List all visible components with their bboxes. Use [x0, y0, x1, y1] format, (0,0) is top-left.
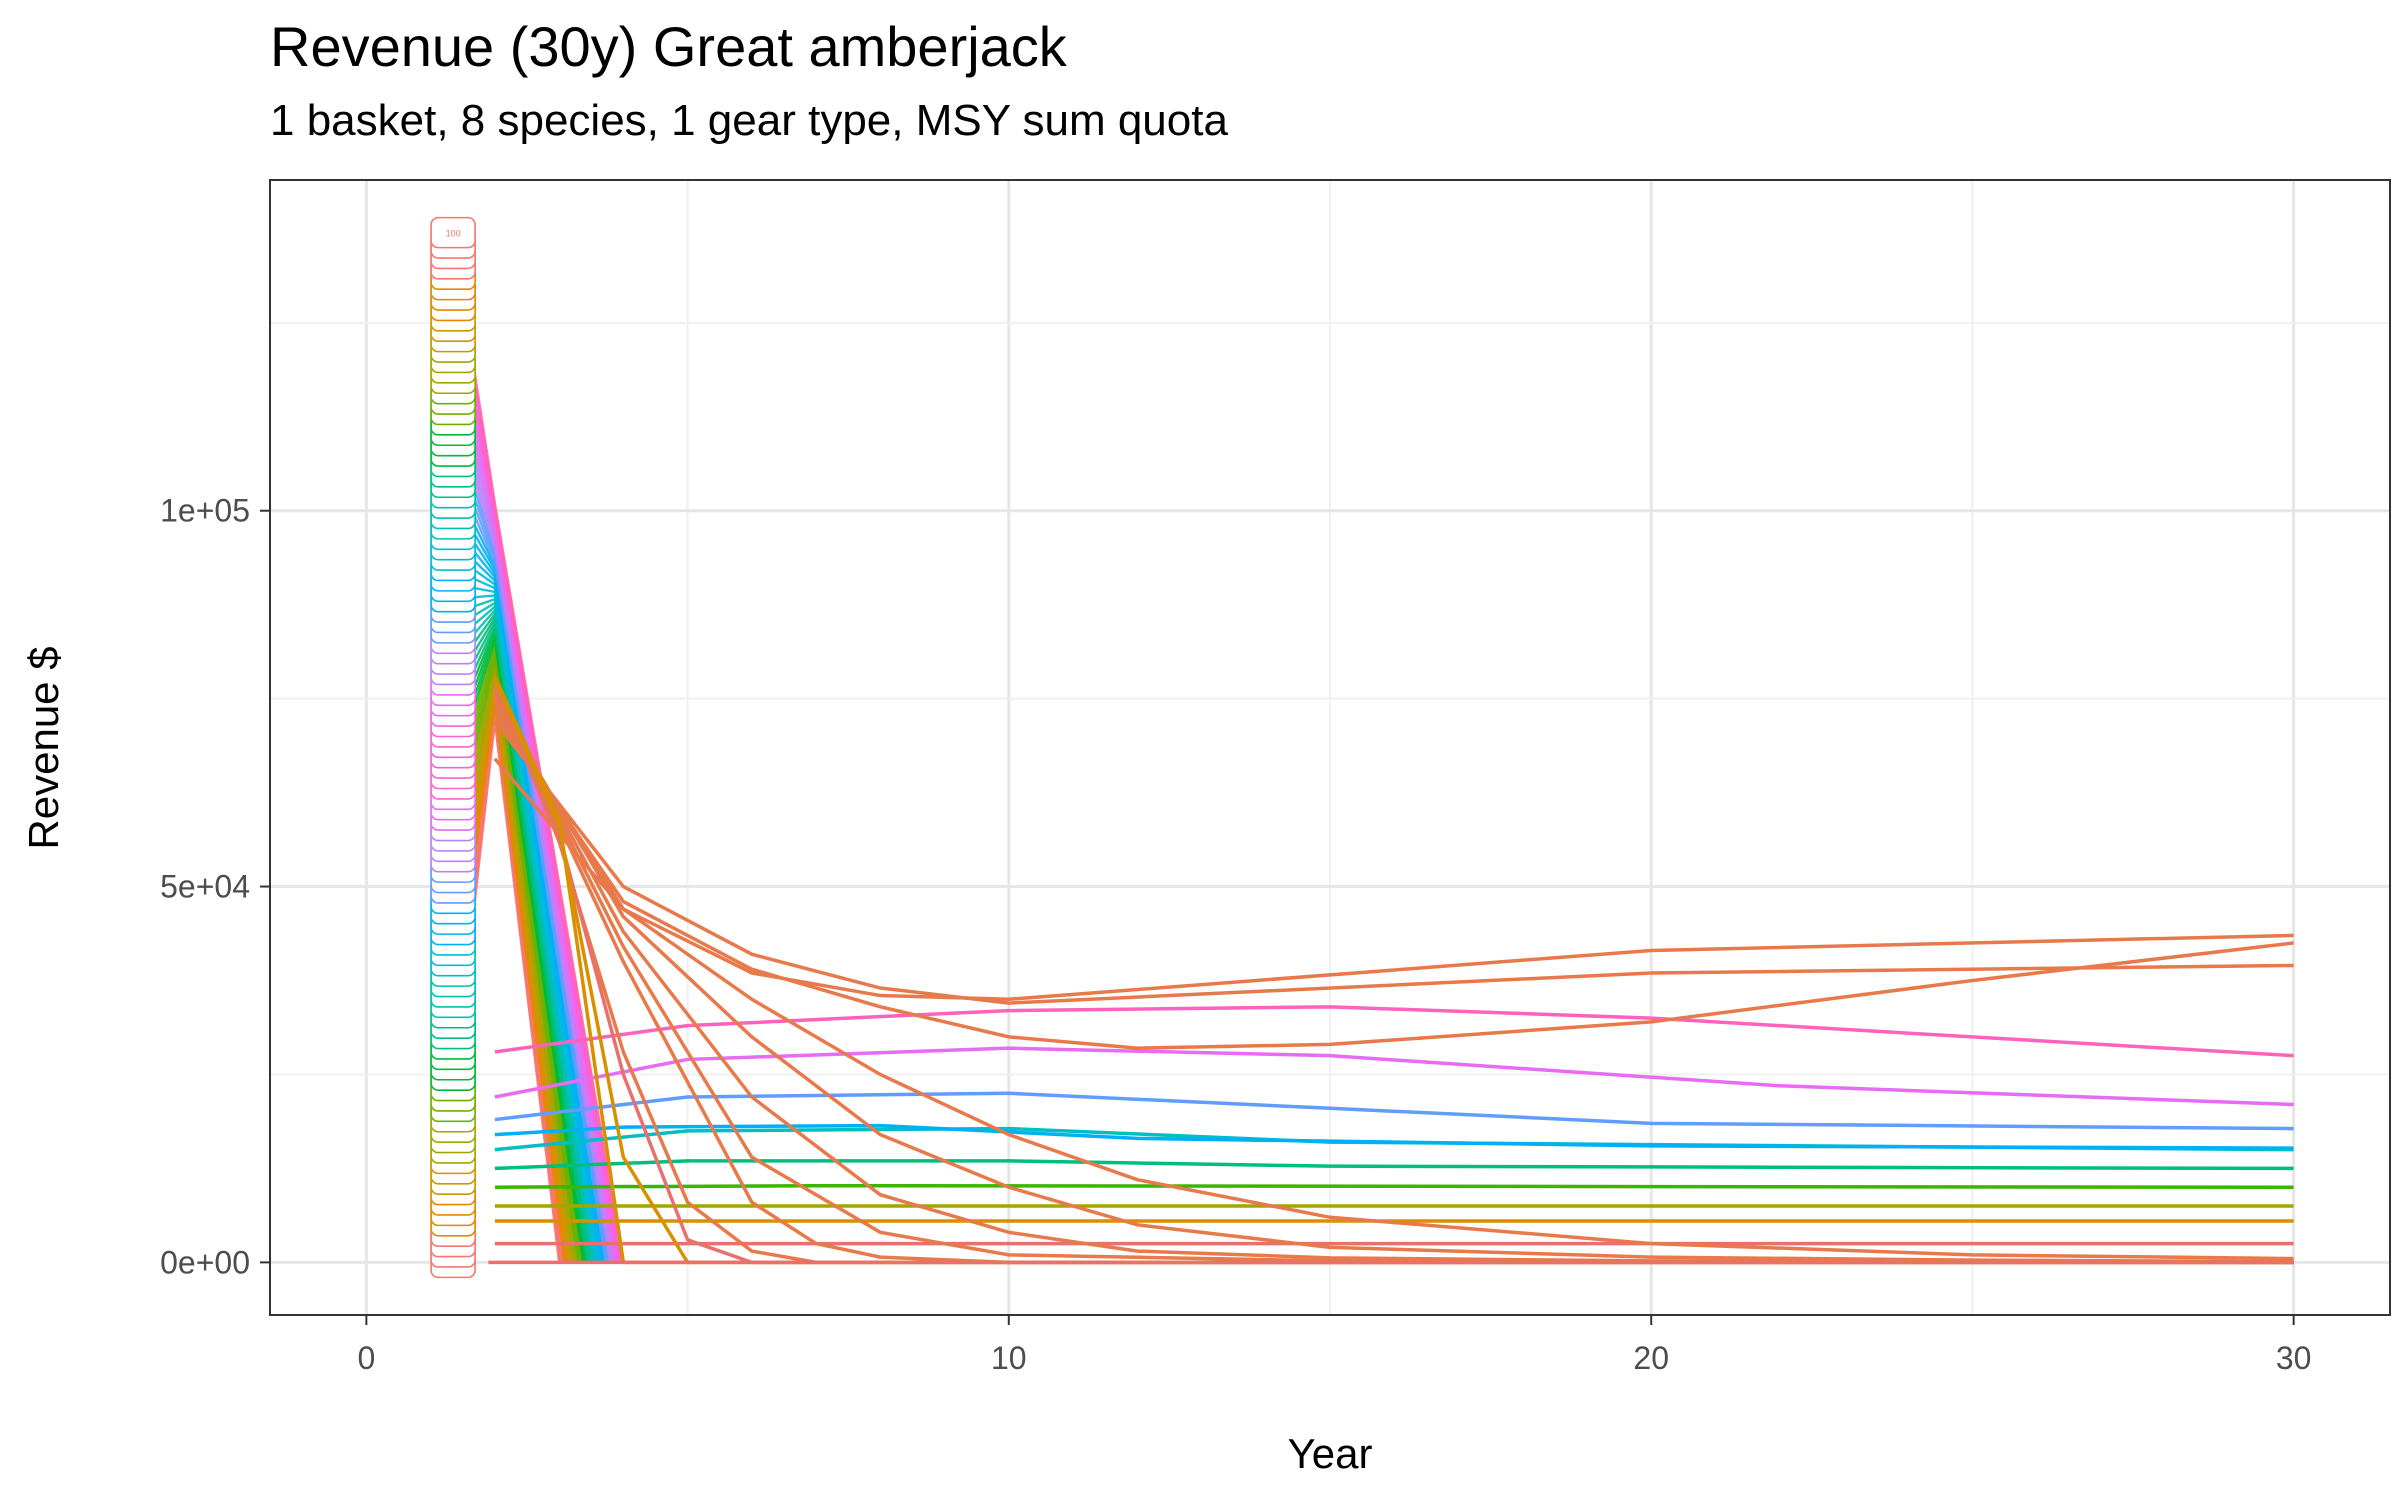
- x-tick-label: 30: [2276, 1340, 2312, 1376]
- series-line: [493, 712, 2294, 1050]
- x-tick-label: 20: [1633, 1340, 1669, 1376]
- start-labels: 1001001001001001001001001001001001001001…: [430, 216, 476, 1279]
- series-line: [494, 1159, 2294, 1171]
- x-axis-title: Year: [1288, 1430, 1373, 1477]
- y-axis-title: Revenue $: [20, 646, 67, 849]
- chart-subtitle: 1 basket, 8 species, 1 gear type, MSY su…: [270, 96, 1228, 145]
- y-tick-label: 0e+00: [160, 1244, 250, 1280]
- series-line: [493, 720, 2294, 1005]
- series-line: [494, 1091, 2294, 1131]
- series-line: [494, 1123, 2294, 1150]
- series-line: [494, 1046, 2294, 1107]
- start-label-text: 100: [446, 229, 461, 239]
- y-tick-label: 5e+04: [160, 869, 250, 905]
- series-line: [494, 1183, 2294, 1189]
- chart-title: Revenue (30y) Great amberjack: [270, 15, 1067, 78]
- x-tick-label: 0: [357, 1340, 375, 1376]
- x-tick-label: 10: [991, 1340, 1027, 1376]
- series-line: [494, 1005, 2294, 1058]
- series-line: [493, 705, 2294, 1261]
- start-label-box: [430, 216, 476, 249]
- y-tick-label: 1e+05: [160, 493, 250, 529]
- series-line: [493, 697, 2294, 1264]
- axes: 0 10 20 30 0e+00 5e+04 1e+05: [160, 493, 2311, 1376]
- plot-border: [269, 179, 2391, 1316]
